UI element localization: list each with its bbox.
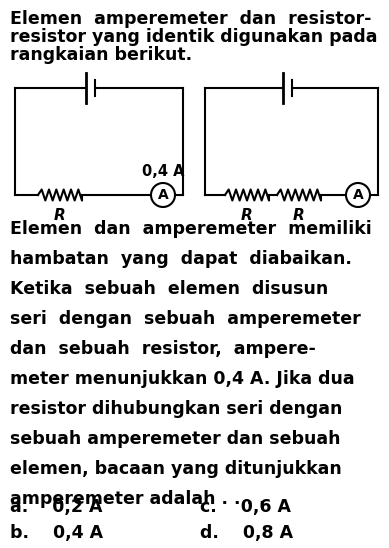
Text: seri  dengan  sebuah  amperemeter: seri dengan sebuah amperemeter bbox=[10, 310, 361, 328]
Text: resistor dihubungkan seri dengan: resistor dihubungkan seri dengan bbox=[10, 400, 342, 418]
Text: b.    0,4 A: b. 0,4 A bbox=[10, 524, 103, 542]
Text: rangkaian berikut.: rangkaian berikut. bbox=[10, 46, 192, 64]
Text: A: A bbox=[352, 188, 363, 202]
Text: amperemeter adalah . . . .: amperemeter adalah . . . . bbox=[10, 490, 266, 508]
Text: c.    0,6 A: c. 0,6 A bbox=[200, 498, 291, 516]
Text: 0,4 A: 0,4 A bbox=[142, 164, 184, 179]
Text: hambatan  yang  dapat  diabaikan.: hambatan yang dapat diabaikan. bbox=[10, 250, 352, 268]
Text: d.    0,8 A: d. 0,8 A bbox=[200, 524, 293, 542]
Text: meter menunjukkan 0,4 A. Jika dua: meter menunjukkan 0,4 A. Jika dua bbox=[10, 370, 355, 388]
Text: R: R bbox=[241, 208, 253, 223]
Text: Elemen  dan  amperemeter  memiliki: Elemen dan amperemeter memiliki bbox=[10, 220, 372, 238]
Text: resistor yang identik digunakan pada: resistor yang identik digunakan pada bbox=[10, 28, 377, 46]
Text: a.    0,2 A: a. 0,2 A bbox=[10, 498, 102, 516]
Text: R: R bbox=[293, 208, 305, 223]
Circle shape bbox=[346, 183, 370, 207]
Text: Elemen  amperemeter  dan  resistor-: Elemen amperemeter dan resistor- bbox=[10, 10, 371, 28]
Text: dan  sebuah  resistor,  ampere-: dan sebuah resistor, ampere- bbox=[10, 340, 316, 358]
Text: A: A bbox=[158, 188, 168, 202]
Circle shape bbox=[151, 183, 175, 207]
Text: R: R bbox=[54, 208, 66, 223]
Text: elemen, bacaan yang ditunjukkan: elemen, bacaan yang ditunjukkan bbox=[10, 460, 342, 478]
Text: Ketika  sebuah  elemen  disusun: Ketika sebuah elemen disusun bbox=[10, 280, 328, 298]
Text: sebuah amperemeter dan sebuah: sebuah amperemeter dan sebuah bbox=[10, 430, 340, 448]
